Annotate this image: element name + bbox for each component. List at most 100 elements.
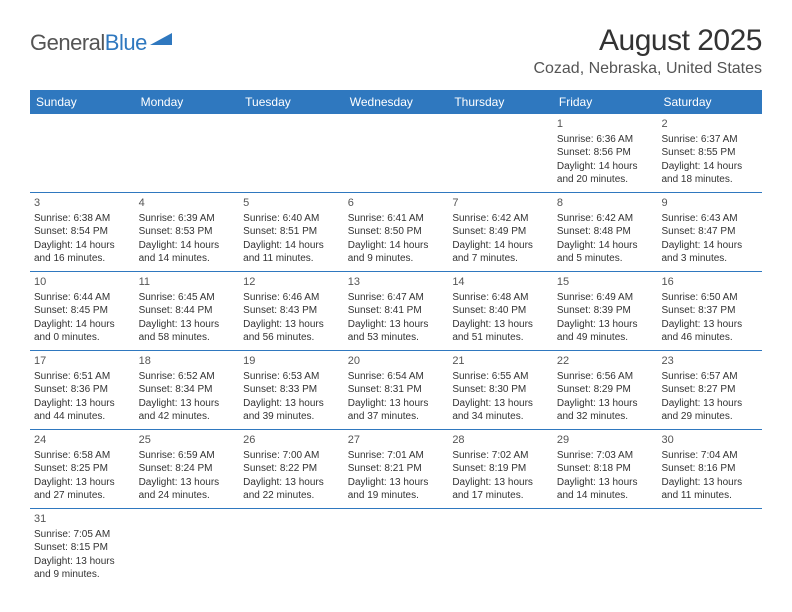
sunrise-line: Sunrise: 7:04 AM xyxy=(661,449,758,463)
daylight-line: and 39 minutes. xyxy=(243,410,340,424)
daylight-line: and 42 minutes. xyxy=(139,410,236,424)
day-cell: 19Sunrise: 6:53 AMSunset: 8:33 PMDayligh… xyxy=(239,351,344,429)
month-title: August 2025 xyxy=(533,24,762,58)
daylight-line: and 9 minutes. xyxy=(348,252,445,266)
day-cell: 8Sunrise: 6:42 AMSunset: 8:48 PMDaylight… xyxy=(553,193,658,271)
sunset-line: Sunset: 8:34 PM xyxy=(139,383,236,397)
day-number: 25 xyxy=(139,433,236,448)
logo-text-blue: Blue xyxy=(105,30,147,56)
daylight-line: Daylight: 13 hours xyxy=(139,318,236,332)
daylight-line: and 29 minutes. xyxy=(661,410,758,424)
daylight-line: and 32 minutes. xyxy=(557,410,654,424)
daylight-line: Daylight: 13 hours xyxy=(243,397,340,411)
day-cell: 15Sunrise: 6:49 AMSunset: 8:39 PMDayligh… xyxy=(553,272,658,350)
sunrise-line: Sunrise: 6:54 AM xyxy=(348,370,445,384)
daylight-line: Daylight: 14 hours xyxy=(557,239,654,253)
daylight-line: and 51 minutes. xyxy=(452,331,549,345)
daylight-line: and 5 minutes. xyxy=(557,252,654,266)
daylight-line: and 14 minutes. xyxy=(557,489,654,503)
sunrise-line: Sunrise: 6:55 AM xyxy=(452,370,549,384)
day-cell: 12Sunrise: 6:46 AMSunset: 8:43 PMDayligh… xyxy=(239,272,344,350)
daylight-line: and 44 minutes. xyxy=(34,410,131,424)
day-number: 4 xyxy=(139,196,236,211)
day-cell xyxy=(135,509,240,587)
day-number: 22 xyxy=(557,354,654,369)
daylight-line: and 7 minutes. xyxy=(452,252,549,266)
day-cell: 21Sunrise: 6:55 AMSunset: 8:30 PMDayligh… xyxy=(448,351,553,429)
day-cell xyxy=(344,509,449,587)
sunset-line: Sunset: 8:31 PM xyxy=(348,383,445,397)
sunrise-line: Sunrise: 6:50 AM xyxy=(661,291,758,305)
week-row: 1Sunrise: 6:36 AMSunset: 8:56 PMDaylight… xyxy=(30,114,762,193)
sunrise-line: Sunrise: 6:47 AM xyxy=(348,291,445,305)
sunset-line: Sunset: 8:18 PM xyxy=(557,462,654,476)
day-number: 18 xyxy=(139,354,236,369)
weekday-header: Thursday xyxy=(448,90,553,114)
daylight-line: and 58 minutes. xyxy=(139,331,236,345)
sunset-line: Sunset: 8:53 PM xyxy=(139,225,236,239)
sunrise-line: Sunrise: 7:01 AM xyxy=(348,449,445,463)
daylight-line: and 11 minutes. xyxy=(243,252,340,266)
sunrise-line: Sunrise: 7:02 AM xyxy=(452,449,549,463)
day-cell: 24Sunrise: 6:58 AMSunset: 8:25 PMDayligh… xyxy=(30,430,135,508)
day-number: 15 xyxy=(557,275,654,290)
sunrise-line: Sunrise: 6:38 AM xyxy=(34,212,131,226)
sunrise-line: Sunrise: 7:05 AM xyxy=(34,528,131,542)
sunset-line: Sunset: 8:49 PM xyxy=(452,225,549,239)
sunset-line: Sunset: 8:51 PM xyxy=(243,225,340,239)
daylight-line: Daylight: 13 hours xyxy=(139,397,236,411)
day-number: 21 xyxy=(452,354,549,369)
day-number: 19 xyxy=(243,354,340,369)
sunrise-line: Sunrise: 7:03 AM xyxy=(557,449,654,463)
sunrise-line: Sunrise: 6:42 AM xyxy=(452,212,549,226)
daylight-line: Daylight: 14 hours xyxy=(139,239,236,253)
daylight-line: Daylight: 13 hours xyxy=(452,318,549,332)
daylight-line: Daylight: 13 hours xyxy=(661,397,758,411)
day-cell: 5Sunrise: 6:40 AMSunset: 8:51 PMDaylight… xyxy=(239,193,344,271)
sunset-line: Sunset: 8:45 PM xyxy=(34,304,131,318)
daylight-line: Daylight: 13 hours xyxy=(34,476,131,490)
daylight-line: and 27 minutes. xyxy=(34,489,131,503)
sunrise-line: Sunrise: 6:56 AM xyxy=(557,370,654,384)
daylight-line: Daylight: 13 hours xyxy=(348,318,445,332)
day-cell xyxy=(135,114,240,192)
daylight-line: and 34 minutes. xyxy=(452,410,549,424)
sunset-line: Sunset: 8:56 PM xyxy=(557,146,654,160)
daylight-line: Daylight: 14 hours xyxy=(34,318,131,332)
header: General Blue August 2025 Cozad, Nebraska… xyxy=(30,24,762,78)
logo-text-general: General xyxy=(30,30,105,56)
sunrise-line: Sunrise: 6:44 AM xyxy=(34,291,131,305)
daylight-line: and 22 minutes. xyxy=(243,489,340,503)
day-cell: 9Sunrise: 6:43 AMSunset: 8:47 PMDaylight… xyxy=(657,193,762,271)
weekday-header-row: Sunday Monday Tuesday Wednesday Thursday… xyxy=(30,90,762,114)
sunrise-line: Sunrise: 6:46 AM xyxy=(243,291,340,305)
sunset-line: Sunset: 8:50 PM xyxy=(348,225,445,239)
sunset-line: Sunset: 8:27 PM xyxy=(661,383,758,397)
day-number: 16 xyxy=(661,275,758,290)
daylight-line: Daylight: 14 hours xyxy=(243,239,340,253)
sunrise-line: Sunrise: 6:37 AM xyxy=(661,133,758,147)
sunrise-line: Sunrise: 6:45 AM xyxy=(139,291,236,305)
sunset-line: Sunset: 8:19 PM xyxy=(452,462,549,476)
sunrise-line: Sunrise: 6:39 AM xyxy=(139,212,236,226)
weeks-container: 1Sunrise: 6:36 AMSunset: 8:56 PMDaylight… xyxy=(30,114,762,587)
day-number: 14 xyxy=(452,275,549,290)
sunrise-line: Sunrise: 6:58 AM xyxy=(34,449,131,463)
daylight-line: and 24 minutes. xyxy=(139,489,236,503)
day-cell: 30Sunrise: 7:04 AMSunset: 8:16 PMDayligh… xyxy=(657,430,762,508)
daylight-line: and 9 minutes. xyxy=(34,568,131,582)
sunset-line: Sunset: 8:55 PM xyxy=(661,146,758,160)
sunrise-line: Sunrise: 7:00 AM xyxy=(243,449,340,463)
day-number: 27 xyxy=(348,433,445,448)
daylight-line: Daylight: 13 hours xyxy=(452,476,549,490)
day-cell xyxy=(657,509,762,587)
daylight-line: Daylight: 13 hours xyxy=(661,318,758,332)
day-cell xyxy=(448,114,553,192)
day-cell: 29Sunrise: 7:03 AMSunset: 8:18 PMDayligh… xyxy=(553,430,658,508)
daylight-line: Daylight: 14 hours xyxy=(557,160,654,174)
day-number: 12 xyxy=(243,275,340,290)
daylight-line: Daylight: 13 hours xyxy=(348,476,445,490)
sunrise-line: Sunrise: 6:42 AM xyxy=(557,212,654,226)
week-row: 3Sunrise: 6:38 AMSunset: 8:54 PMDaylight… xyxy=(30,193,762,272)
day-cell: 3Sunrise: 6:38 AMSunset: 8:54 PMDaylight… xyxy=(30,193,135,271)
